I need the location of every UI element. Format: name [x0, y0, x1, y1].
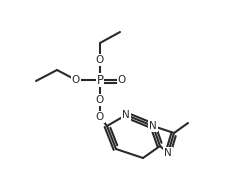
Text: O: O — [96, 112, 104, 122]
Text: N: N — [164, 148, 172, 158]
Text: N: N — [122, 110, 130, 120]
Text: O: O — [96, 55, 104, 65]
Text: O: O — [118, 75, 126, 85]
Text: P: P — [97, 74, 104, 86]
Text: O: O — [72, 75, 80, 85]
Text: O: O — [96, 95, 104, 105]
Text: N: N — [149, 121, 157, 131]
